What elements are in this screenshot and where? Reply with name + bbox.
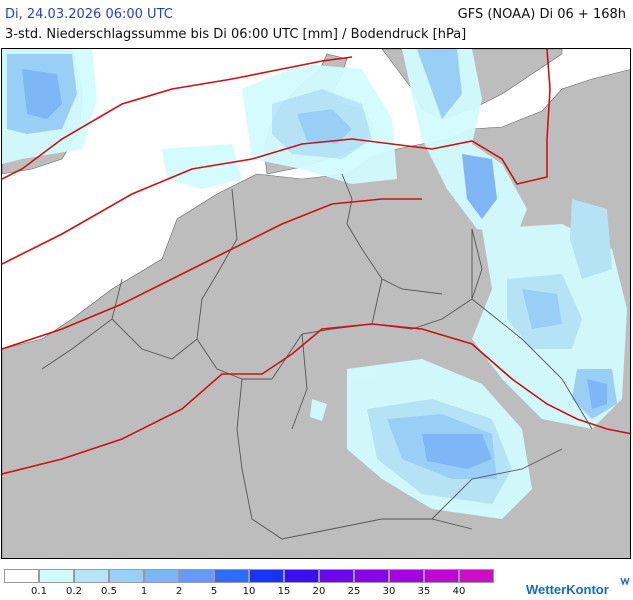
isobar-line-3 — [2, 198, 422, 350]
map-header: Di, 24.03.2026 06:00 UTC GFS (NOAA) Di 0… — [0, 0, 633, 48]
brand-name: WetterKontor — [526, 582, 609, 597]
legend-label: 10 — [242, 586, 256, 597]
legend-label: 40 — [452, 586, 466, 597]
legend-swatch — [249, 569, 284, 583]
legend-label: 20 — [312, 586, 326, 597]
legend-swatch — [354, 569, 389, 583]
legend-swatch — [424, 569, 459, 583]
legend-label: 35 — [417, 586, 431, 597]
legend-label: 0.2 — [66, 586, 82, 597]
legend-swatch — [214, 569, 249, 583]
legend-swatch — [4, 569, 39, 583]
isobar-line-2 — [2, 49, 551, 265]
legend-swatch — [109, 569, 144, 583]
legend-label: 15 — [277, 586, 291, 597]
wetterkontor-logo-icon — [620, 577, 630, 586]
legend-label: 5 — [210, 586, 218, 597]
isobars — [2, 49, 630, 475]
legend-swatch — [74, 569, 109, 583]
isobar-line-1 — [2, 56, 353, 180]
legend-label: 30 — [382, 586, 396, 597]
legend-swatch — [319, 569, 354, 583]
legend-swatch — [459, 569, 494, 583]
legend-label: 0.1 — [31, 586, 47, 597]
model-run-label: GFS (NOAA) Di 06 + 168h — [457, 7, 626, 22]
map-description: 3-std. Niederschlagssumme bis Di 06:00 U… — [5, 27, 467, 42]
forecast-datetime: Di, 24.03.2026 06:00 UTC — [5, 7, 173, 22]
legend-swatch — [39, 569, 74, 583]
precipitation-fields — [2, 49, 627, 519]
map-canvas — [2, 49, 630, 558]
legend-label: 2 — [175, 586, 183, 597]
legend-swatch — [179, 569, 214, 583]
legend-swatch — [284, 569, 319, 583]
legend-label: 25 — [347, 586, 361, 597]
precipitation-map — [1, 48, 631, 559]
legend-label: 0.5 — [101, 586, 117, 597]
legend-swatch — [389, 569, 424, 583]
isobar-line-4 — [2, 323, 630, 475]
legend-swatch — [144, 569, 179, 583]
legend-label: 1 — [140, 586, 148, 597]
